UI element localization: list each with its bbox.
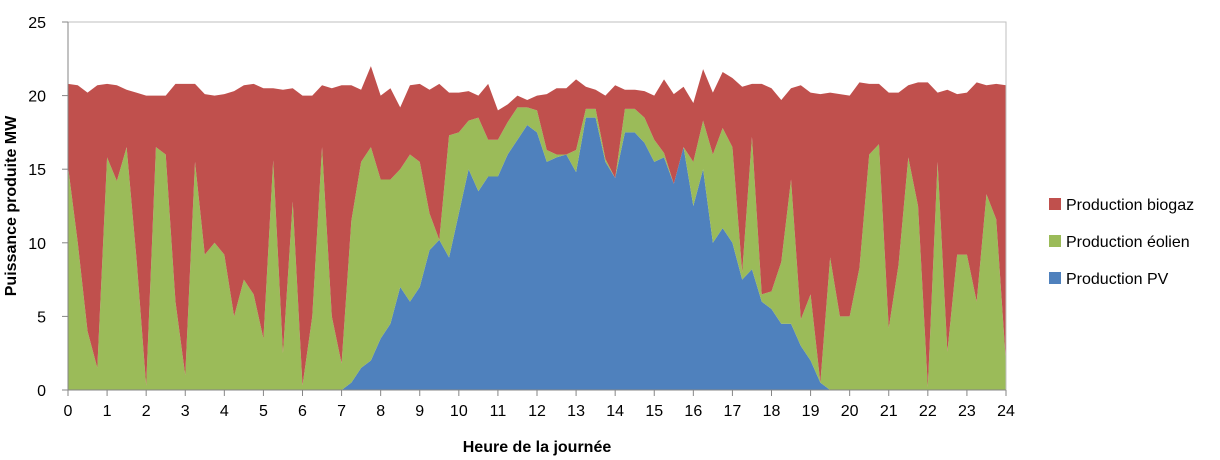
y-tick-label: 5 bbox=[37, 309, 46, 326]
x-tick-label: 2 bbox=[142, 403, 151, 420]
x-tick-label: 0 bbox=[64, 403, 73, 420]
x-tick-label: 19 bbox=[802, 403, 820, 420]
area-production-eolien bbox=[68, 107, 1006, 390]
x-tick-label: 21 bbox=[880, 403, 898, 420]
y-axis-ticks: 0 5 10 15 20 25 bbox=[28, 15, 68, 400]
x-tick-label: 16 bbox=[684, 403, 702, 420]
x-tick-label: 20 bbox=[841, 403, 859, 420]
x-tick-label: 4 bbox=[220, 403, 229, 420]
x-tick-label: 7 bbox=[337, 403, 346, 420]
x-tick-label: 1 bbox=[103, 403, 112, 420]
x-tick-label: 22 bbox=[919, 403, 937, 420]
x-tick-label: 17 bbox=[724, 403, 742, 420]
x-tick-label: 9 bbox=[415, 403, 424, 420]
x-tick-label: 13 bbox=[567, 403, 585, 420]
y-axis-title: Puissance produite MW bbox=[3, 115, 20, 296]
x-tick-label: 6 bbox=[298, 403, 307, 420]
x-tick-label: 11 bbox=[490, 403, 507, 420]
x-tick-label: 8 bbox=[376, 403, 385, 420]
x-axis-title: Heure de la journée bbox=[463, 439, 612, 456]
y-tick-label: 25 bbox=[28, 15, 46, 32]
x-tick-label: 10 bbox=[450, 403, 468, 420]
area-production-pv bbox=[68, 117, 1006, 391]
legend-swatch-production-eolien bbox=[1049, 235, 1061, 247]
x-tick-label: 12 bbox=[528, 403, 546, 420]
series-areas bbox=[68, 66, 1006, 391]
legend-swatch-production-pv bbox=[1049, 272, 1061, 284]
x-tick-label: 15 bbox=[645, 403, 663, 420]
x-tick-label: 3 bbox=[181, 403, 190, 420]
x-tick-label: 18 bbox=[763, 403, 781, 420]
x-tick-label: 24 bbox=[997, 403, 1015, 420]
y-tick-label: 0 bbox=[37, 383, 46, 400]
x-tick-label: 5 bbox=[259, 403, 268, 420]
legend-label-production-eolien: Production éolien bbox=[1066, 234, 1190, 251]
x-tick-label: 23 bbox=[958, 403, 976, 420]
x-axis-ticks: 0 1 2 3 4 5 6 7 8 9 10 11 12 13 14 15 16 17 18 19 20 21 22 23 24 bbox=[64, 390, 1015, 420]
y-tick-label: 15 bbox=[28, 162, 46, 179]
x-tick-label: 14 bbox=[606, 403, 624, 420]
area-production-biogaz bbox=[68, 66, 1006, 388]
legend-label-production-pv: Production PV bbox=[1066, 271, 1169, 288]
legend-label-production-biogaz: Production biogaz bbox=[1066, 197, 1194, 214]
legend-swatch-production-biogaz bbox=[1049, 198, 1061, 210]
y-tick-label: 20 bbox=[28, 89, 46, 106]
y-tick-label: 10 bbox=[28, 236, 46, 253]
legend: Production biogaz Production éolien Produc… bbox=[1049, 197, 1194, 288]
